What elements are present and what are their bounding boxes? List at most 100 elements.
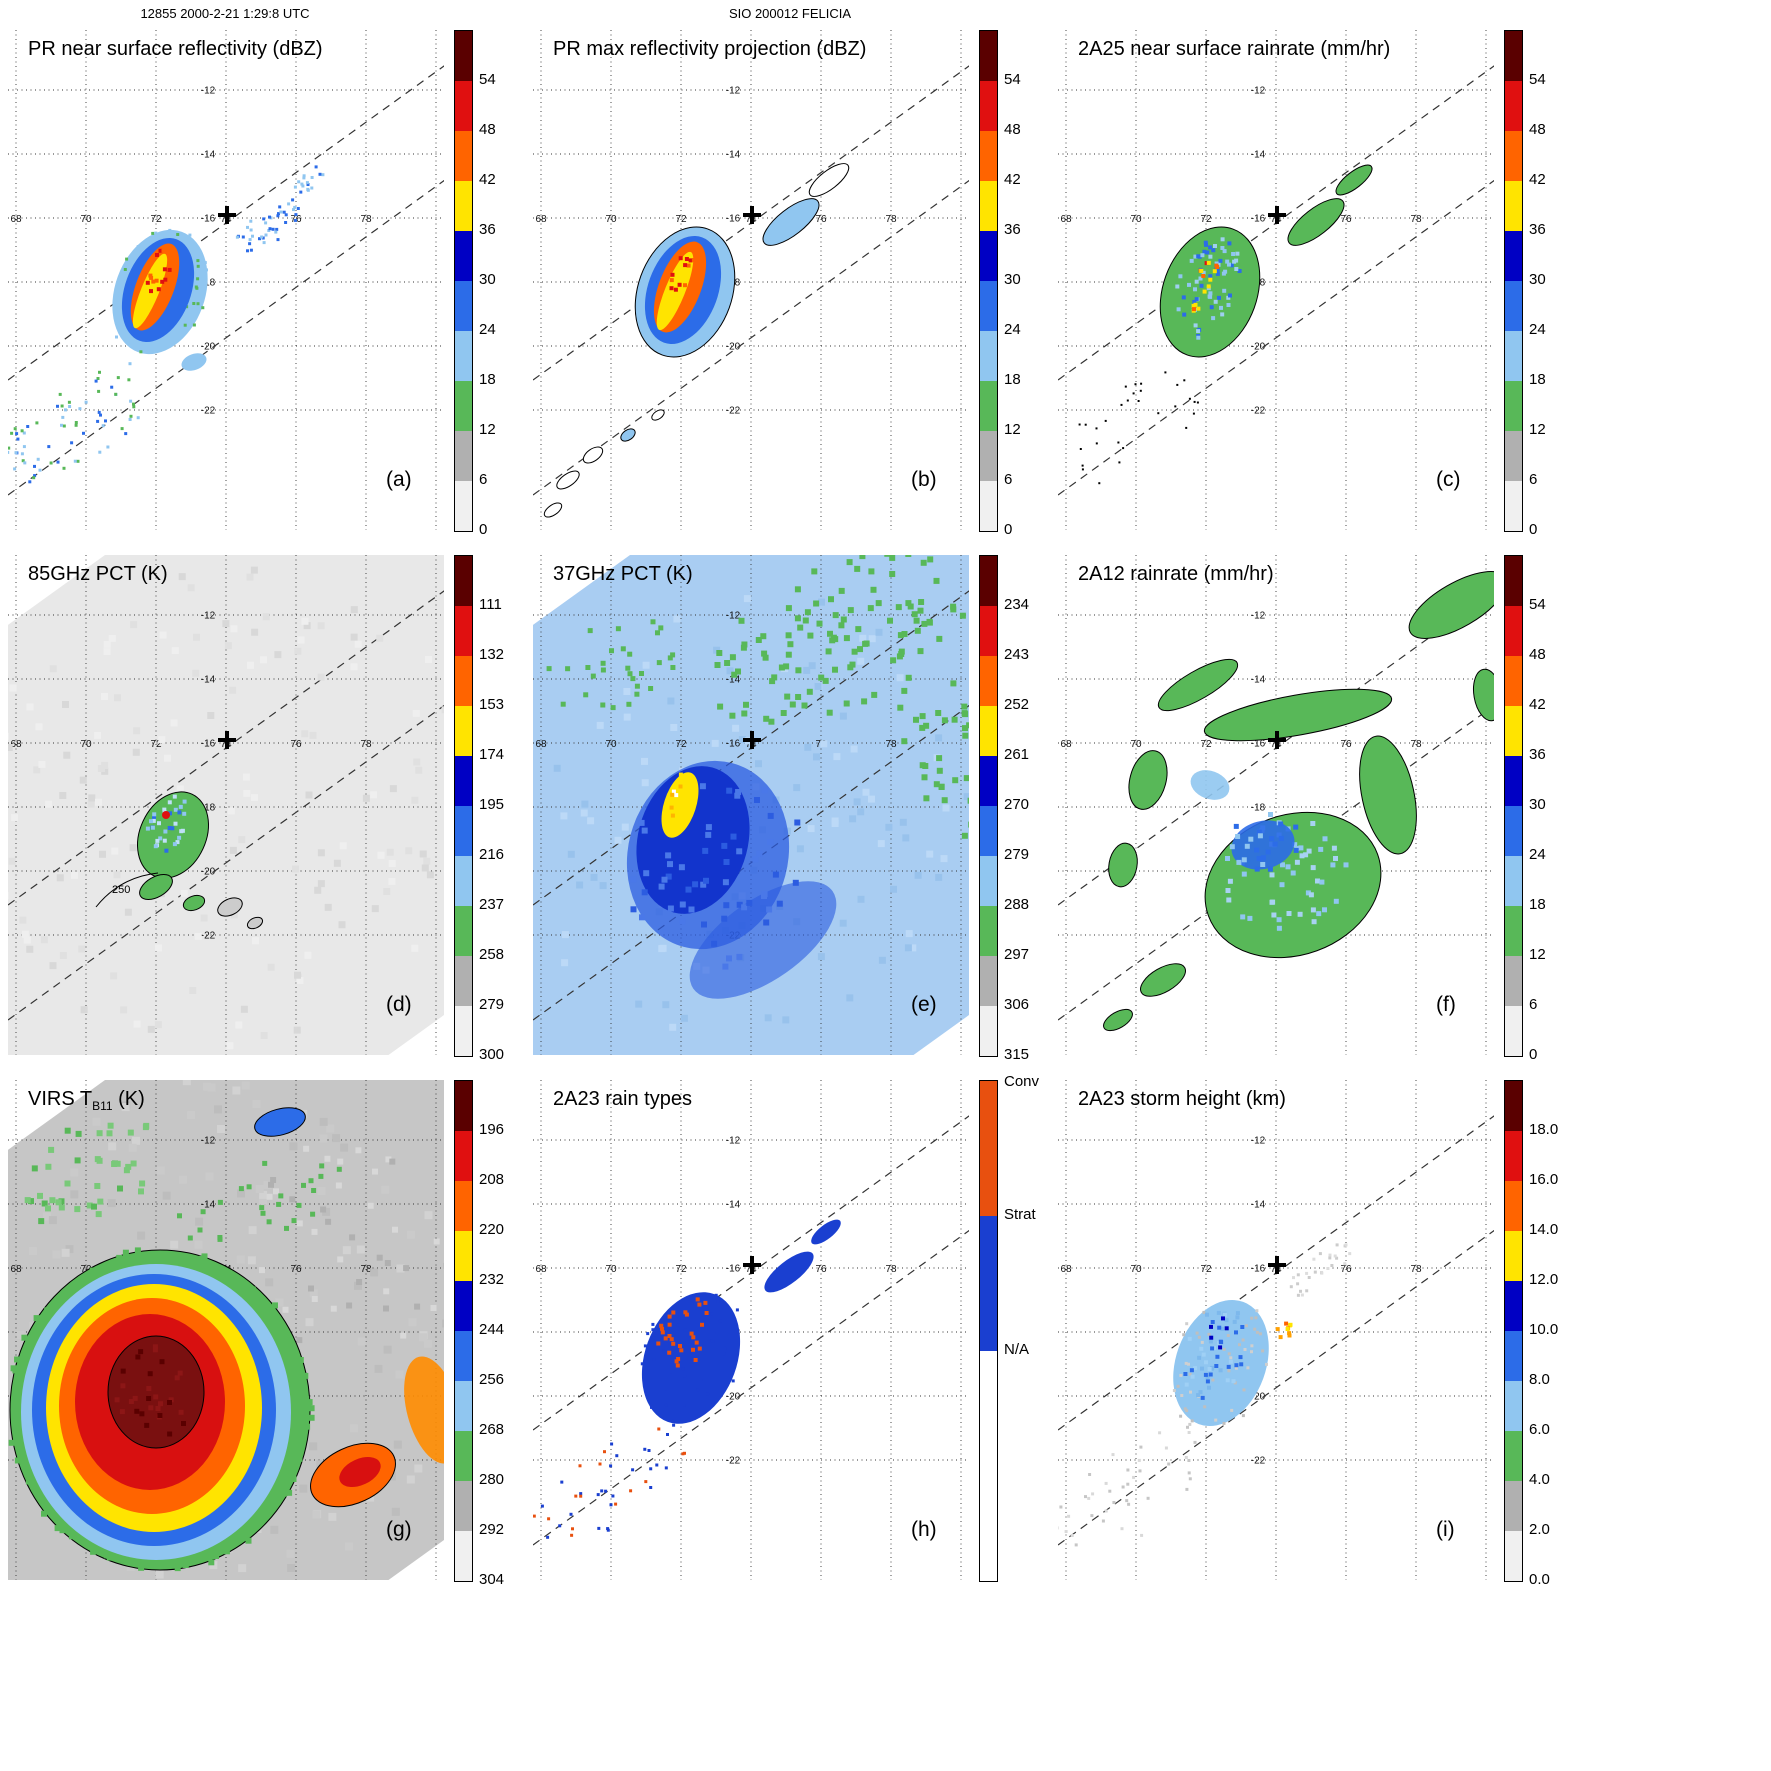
colorbar-segment (455, 1481, 472, 1531)
colorbar-tick-label: 0 (479, 521, 488, 538)
colorbar-segment (1505, 81, 1522, 131)
colorbar-tick-label: 24 (1529, 846, 1546, 863)
colorbar-segment (1505, 1531, 1522, 1581)
lat-label: -12 (726, 611, 741, 622)
lat-label: -12 (726, 1136, 741, 1147)
colorbar-tick-label: 54 (1529, 596, 1546, 613)
colorbar-segment (1505, 806, 1522, 856)
colorbar-tick-label: 268 (479, 1421, 505, 1438)
lat-label: -16 (201, 214, 216, 225)
colorbar-tick-label: 12.0 (1529, 1271, 1559, 1288)
data-blob (620, 428, 636, 442)
colorbar-tick-label: 30 (479, 271, 496, 288)
panel-i-colorbar (1504, 1080, 1523, 1582)
panel-i-title-text: 2A23 storm height (km) (1078, 1088, 1286, 1110)
lon-label: 70 (1130, 214, 1142, 225)
panel-e: 37GHz PCT (K) -12-14-16-18-20-2268707274… (533, 555, 1055, 1080)
lat-label: -20 (726, 342, 741, 353)
colorbar-tick-label: 2.0 (1529, 1521, 1550, 1538)
data-blob (404, 1356, 444, 1464)
colorbar-tick-label: 232 (479, 1271, 505, 1288)
panel-g-title-post: (K) (112, 1088, 145, 1110)
colorbar-tick-label: 42 (1529, 696, 1546, 713)
colorbar-tick-label: 297 (1004, 946, 1030, 963)
lon-label: 76 (290, 739, 302, 750)
orbit-timestamp-header: 12855 2000-2-21 1:29:8 UTC (140, 6, 310, 21)
colorbar-segment (980, 956, 997, 1006)
storm-center-cross (743, 1256, 761, 1274)
data-blob (181, 353, 207, 371)
panel-a-colorbar (454, 30, 473, 532)
colorbar-segment (1505, 1331, 1522, 1381)
speckle-field (714, 555, 966, 725)
colorbar-segment (980, 656, 997, 706)
panel-h-title: 2A23 rain types (553, 1088, 692, 1111)
colorbar-tick-label: 36 (1004, 221, 1021, 238)
colorbar-segment (1505, 856, 1522, 906)
colorbar-tick-label: 6.0 (1529, 1421, 1550, 1438)
colorbar-segment (980, 1006, 997, 1056)
lat-label: -16 (726, 1264, 741, 1275)
lat-label: -14 (726, 150, 741, 161)
speckle-field (1275, 1321, 1293, 1340)
colorbar-tick-label: 12 (1004, 421, 1021, 438)
panel-b-letter: (b) (911, 468, 937, 491)
data-blob (1157, 658, 1239, 712)
speckle-field (1209, 1316, 1229, 1359)
colorbar-tick-label: 280 (479, 1471, 505, 1488)
panel-h-title-text: 2A23 rain types (553, 1088, 692, 1110)
colorbar-segment (1505, 1381, 1522, 1431)
lon-label: 76 (1340, 214, 1352, 225)
colorbar-tick-label: 48 (1529, 121, 1546, 138)
lon-label: 72 (150, 214, 162, 225)
colorbar-tick-label: 256 (479, 1371, 505, 1388)
lat-label: -14 (1251, 150, 1266, 161)
storm-center-cross (218, 731, 236, 749)
colorbar-tick-label: 0 (1529, 521, 1538, 538)
colorbar-segment (455, 231, 472, 281)
colorbar-segment (980, 906, 997, 956)
lon-label: 78 (1410, 1264, 1422, 1275)
graticule-grid (1058, 30, 1494, 530)
lat-label: -16 (1251, 1264, 1266, 1275)
panel-d-title-text: 85GHz PCT (K) (28, 563, 168, 585)
colorbar-tick-label: 30 (1529, 796, 1546, 813)
colorbar-segment (455, 81, 472, 131)
data-blob (1359, 735, 1417, 855)
colorbar-tick-label: 12 (1529, 421, 1546, 438)
panel-h-letter: (h) (911, 1518, 937, 1541)
colorbar-segment (1505, 431, 1522, 481)
colorbar-segment (980, 231, 997, 281)
lon-label: 78 (1410, 214, 1422, 225)
colorbar-segment (455, 756, 472, 806)
colorbar-tick-label: 111 (479, 596, 502, 613)
colorbar-segment (455, 1006, 472, 1056)
panel-i: 2A23 storm height (km) -12-14-16-18-20-2… (1058, 1080, 1580, 1605)
colorbar-tick-label: 234 (1004, 596, 1030, 613)
data-blob (811, 1219, 841, 1245)
lon-label: 76 (815, 214, 827, 225)
colorbar-tick-label: 10.0 (1529, 1321, 1559, 1338)
panel-i-letter: (i) (1436, 1518, 1455, 1541)
colorbar-segment (455, 331, 472, 381)
colorbar-segment (1505, 331, 1522, 381)
lat-label: -20 (1251, 1392, 1266, 1403)
colorbar-tick-label: 48 (1004, 121, 1021, 138)
colorbar-segment (1505, 1481, 1522, 1531)
colorbar-segment (455, 1081, 472, 1131)
colorbar-segment (455, 431, 472, 481)
panel-a-title-text: PR near surface reflectivity (dBZ) (28, 38, 323, 60)
colorbar-segment (455, 1431, 472, 1481)
colorbar-tick-label: 288 (1004, 896, 1030, 913)
data-blob (1203, 688, 1393, 742)
colorbar-segment (980, 706, 997, 756)
pr-swath-edge-lines (8, 65, 444, 496)
speckle-field (114, 1344, 186, 1437)
colorbar-tick-label: 4.0 (1529, 1471, 1550, 1488)
colorbar-tick-label: 174 (479, 746, 505, 763)
speckle-field (1191, 260, 1220, 313)
panel-e-letter: (e) (911, 993, 937, 1016)
pr-swath-edge-lines (8, 590, 444, 1021)
